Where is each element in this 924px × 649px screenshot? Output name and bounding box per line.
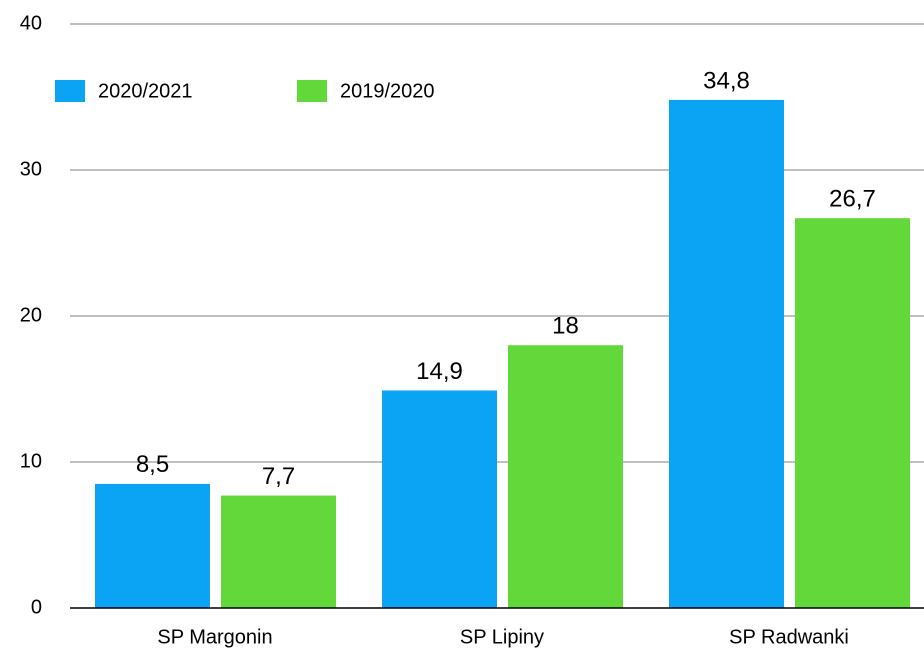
bar (382, 390, 497, 608)
legend-label: 2020/2021 (98, 80, 193, 102)
x-tick-label: SP Margonin (157, 626, 272, 648)
x-tick-label: SP Lipiny (460, 626, 544, 648)
value-label: 7,7 (262, 463, 295, 490)
value-label: 18 (552, 313, 579, 340)
legend-swatch (297, 80, 327, 102)
bar (95, 483, 210, 608)
value-label: 26,7 (829, 186, 876, 213)
legend-label: 2019/2020 (340, 80, 435, 102)
value-label: 34,8 (703, 67, 750, 94)
value-label: 8,5 (136, 451, 169, 478)
bar (221, 495, 336, 608)
bar (669, 99, 784, 609)
y-tick-label: 20 (20, 304, 42, 326)
y-tick-label: 0 (31, 596, 42, 618)
bar (508, 345, 623, 608)
x-tick-label: SP Radwanki (729, 626, 849, 648)
y-tick-label: 30 (20, 158, 42, 180)
y-tick-label: 10 (20, 450, 42, 472)
legend-swatch (55, 80, 85, 102)
value-label: 14,9 (416, 358, 463, 385)
y-tick-label: 40 (20, 12, 42, 34)
bar (795, 218, 910, 608)
